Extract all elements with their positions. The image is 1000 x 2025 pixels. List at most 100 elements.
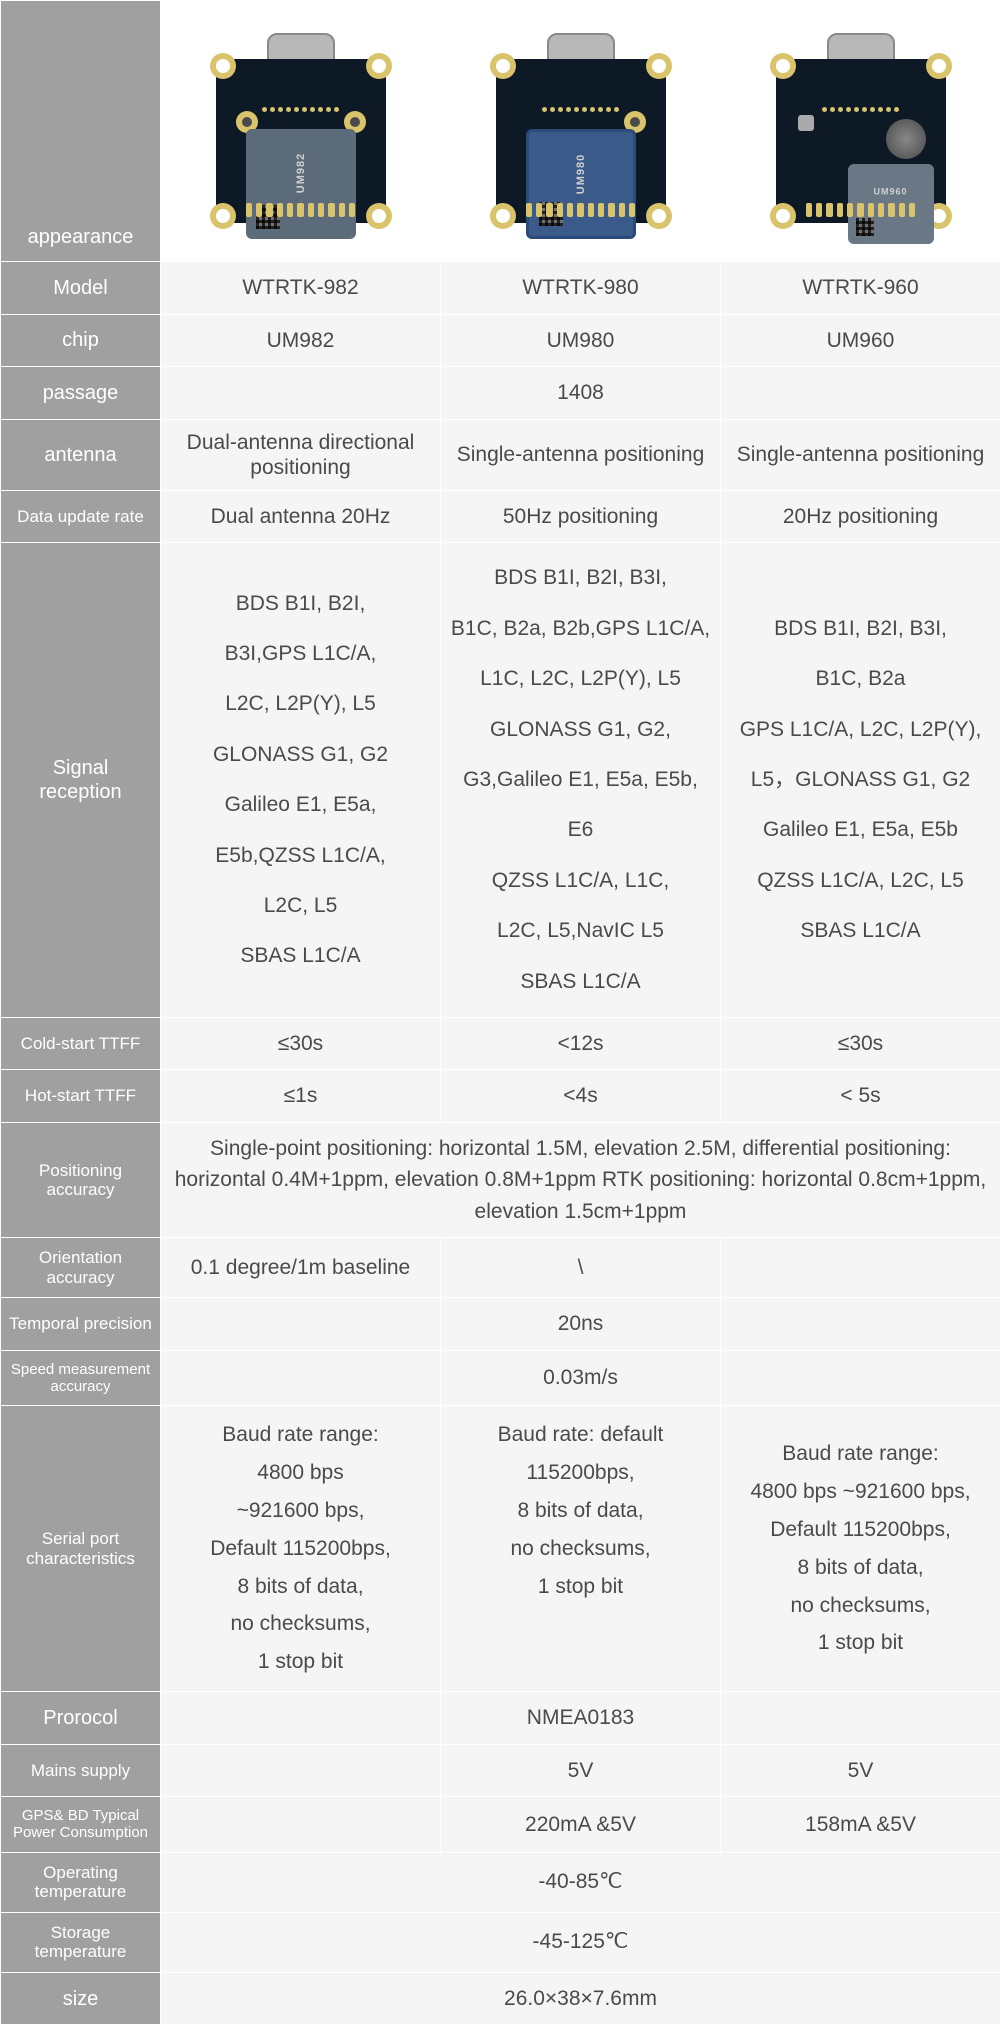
row-chip: chip UM982 UM980 UM960 — [1, 314, 1000, 367]
signal-c3: BDS B1I, B2I, B3I,B1C, B2aGPS L1C/A, L2C… — [721, 543, 1000, 1018]
appearance-cell-3: UM960 — [721, 1, 1000, 262]
header-pins-icon — [806, 203, 916, 217]
dur-c3: 20Hz positioning — [721, 490, 1000, 543]
passage-c3 — [721, 367, 1000, 420]
label-temporal-precision: Temporal precision — [1, 1298, 161, 1351]
mains-c1 — [161, 1744, 441, 1797]
cold-c3: ≤30s — [721, 1017, 1000, 1070]
label-hot-start: Hot-start TTFF — [1, 1070, 161, 1123]
antenna-c1: Dual-antenna directional positioning — [161, 419, 441, 490]
chip-c1: UM982 — [161, 314, 441, 367]
passage-c1 — [161, 367, 441, 420]
label-operating-temp: Operating temperature — [1, 1852, 161, 1912]
antenna-c2: Single-antenna positioning — [441, 419, 721, 490]
orient-c2: \ — [441, 1238, 721, 1298]
header-pins-icon — [526, 203, 636, 217]
prorocol-c3 — [721, 1692, 1000, 1745]
label-gps-power: GPS& BD Typical Power Consumption — [1, 1797, 161, 1853]
header-pins-icon — [246, 203, 356, 217]
prorocol-c1 — [161, 1692, 441, 1745]
row-speed-accuracy: Speed measurement accuracy 0.03m/s — [1, 1350, 1000, 1406]
row-cold-start: Cold-start TTFF ≤30s <12s ≤30s — [1, 1017, 1000, 1070]
label-serial-port: Serial port characteristics — [1, 1406, 161, 1692]
mains-c3: 5V — [721, 1744, 1000, 1797]
appearance-cell-1: UM982 — [161, 1, 441, 262]
chip-icon: UM982 — [246, 129, 356, 239]
model-c1: WTRTK-982 — [161, 262, 441, 315]
label-storage-temp: Storage temperature — [1, 1912, 161, 1972]
row-passage: passage 1408 — [1, 367, 1000, 420]
label-positioning-accuracy: Positioning accuracy — [1, 1122, 161, 1238]
orient-c3 — [721, 1238, 1000, 1298]
qr-icon — [856, 218, 874, 236]
chip-icon: UM980 — [526, 129, 636, 239]
pcb-board-icon: UM960 — [776, 59, 946, 223]
label-data-update-rate: Data update rate — [1, 490, 161, 543]
row-temporal-precision: Temporal precision 20ns — [1, 1298, 1000, 1351]
row-prorocol: Prorocol NMEA0183 — [1, 1692, 1000, 1745]
temporal-c3 — [721, 1298, 1000, 1351]
row-positioning-accuracy: Positioning accuracy Single-point positi… — [1, 1122, 1000, 1238]
cold-c1: ≤30s — [161, 1017, 441, 1070]
prorocol-c2: NMEA0183 — [441, 1692, 721, 1745]
antenna-c3: Single-antenna positioning — [721, 419, 1000, 490]
mains-c2: 5V — [441, 1744, 721, 1797]
row-storage-temp: Storage temperature -45-125℃ — [1, 1912, 1000, 1972]
row-operating-temp: Operating temperature -40-85℃ — [1, 1852, 1000, 1912]
label-passage: passage — [1, 367, 161, 420]
dur-c2: 50Hz positioning — [441, 490, 721, 543]
row-data-update-rate: Data update rate Dual antenna 20Hz 50Hz … — [1, 490, 1000, 543]
temporal-c1 — [161, 1298, 441, 1351]
orient-c1: 0.1 degree/1m baseline — [161, 1238, 441, 1298]
model-c3: WTRTK-960 — [721, 262, 1000, 315]
serial-c1: Baud rate range:4800 bps~921600 bps,Defa… — [161, 1406, 441, 1692]
pcb-image-982: UM982 — [206, 21, 396, 241]
power-c2: 220mA &5V — [441, 1797, 721, 1853]
spec-comparison-table: appearance UM982 — [0, 0, 1000, 2025]
chip-c2: UM980 — [441, 314, 721, 367]
operating-temp-merged: -40-85℃ — [161, 1852, 1000, 1912]
row-size: size 26.0×38×7.6mm — [1, 1972, 1000, 2025]
model-c2: WTRTK-980 — [441, 262, 721, 315]
signal-c2: BDS B1I, B2I, B3I,B1C, B2a, B2b,GPS L1C/… — [441, 543, 721, 1018]
label-chip: chip — [1, 314, 161, 367]
power-c1 — [161, 1797, 441, 1853]
label-model: Model — [1, 262, 161, 315]
size-merged: 26.0×38×7.6mm — [161, 1972, 1000, 2025]
hot-c1: ≤1s — [161, 1070, 441, 1123]
pcb-image-960: UM960 — [766, 21, 956, 241]
label-cold-start: Cold-start TTFF — [1, 1017, 161, 1070]
passage-c2: 1408 — [441, 367, 721, 420]
row-serial-port: Serial port characteristics Baud rate ra… — [1, 1406, 1000, 1692]
hot-c3: < 5s — [721, 1070, 1000, 1123]
label-speed-accuracy: Speed measurement accuracy — [1, 1350, 161, 1406]
signal-c1: BDS B1I, B2I,B3I,GPS L1C/A,L2C, L2P(Y), … — [161, 543, 441, 1018]
power-c3: 158mA &5V — [721, 1797, 1000, 1853]
cold-c2: <12s — [441, 1017, 721, 1070]
label-antenna: antenna — [1, 419, 161, 490]
serial-c3: Baud rate range:4800 bps ~921600 bps,Def… — [721, 1406, 1000, 1692]
appearance-cell-2: UM980 — [441, 1, 721, 262]
positioning-accuracy-merged: Single-point positioning: horizontal 1.5… — [161, 1122, 1000, 1238]
speed-c1 — [161, 1350, 441, 1406]
label-orientation-accuracy: Orientation accuracy — [1, 1238, 161, 1298]
pcb-board-icon: UM980 — [496, 59, 666, 223]
chip-c3: UM960 — [721, 314, 1000, 367]
label-appearance: appearance — [1, 1, 161, 262]
speed-c2: 0.03m/s — [441, 1350, 721, 1406]
ufl-connector-icon — [798, 115, 814, 131]
row-antenna: antenna Dual-antenna directional positio… — [1, 419, 1000, 490]
storage-temp-merged: -45-125℃ — [161, 1912, 1000, 1972]
label-mains-supply: Mains supply — [1, 1744, 161, 1797]
label-prorocol: Prorocol — [1, 1692, 161, 1745]
row-orientation-accuracy: Orientation accuracy 0.1 degree/1m basel… — [1, 1238, 1000, 1298]
label-signal-reception: Signal reception — [1, 543, 161, 1018]
row-gps-power: GPS& BD Typical Power Consumption 220mA … — [1, 1797, 1000, 1853]
speed-c3 — [721, 1350, 1000, 1406]
pcb-board-icon: UM982 — [216, 59, 386, 223]
row-mains-supply: Mains supply 5V 5V — [1, 1744, 1000, 1797]
temporal-c2: 20ns — [441, 1298, 721, 1351]
coin-cell-icon — [886, 119, 926, 159]
serial-c2: Baud rate: default 115200bps,8 bits of d… — [441, 1406, 721, 1692]
row-appearance: appearance UM982 — [1, 1, 1000, 262]
